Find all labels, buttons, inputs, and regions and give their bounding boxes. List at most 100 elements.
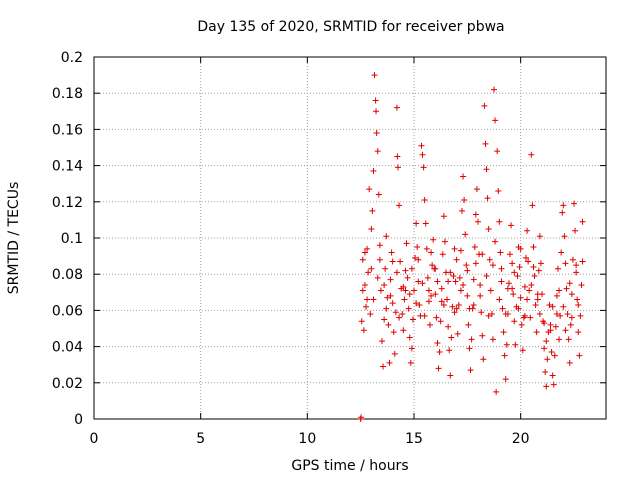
data-point [386, 359, 393, 366]
data-point [358, 414, 365, 421]
data-point [383, 305, 390, 312]
data-point [364, 296, 371, 303]
data-point [492, 117, 499, 124]
data-point [464, 292, 471, 299]
data-point [429, 262, 436, 269]
data-point [408, 345, 415, 352]
data-point [367, 311, 374, 318]
data-point [562, 327, 569, 334]
data-point [460, 282, 467, 289]
data-point [419, 280, 426, 287]
data-point [383, 233, 390, 240]
data-point [359, 256, 366, 263]
data-point [479, 332, 486, 339]
data-point [516, 263, 523, 270]
data-point [460, 173, 467, 180]
data-point [518, 321, 525, 328]
data-point [579, 218, 586, 225]
data-point [471, 244, 478, 251]
data-point [387, 276, 394, 283]
data-point [558, 249, 565, 256]
data-point [521, 312, 528, 319]
data-point [389, 258, 396, 265]
data-point [385, 321, 392, 328]
data-point [479, 251, 486, 258]
data-point [528, 282, 535, 289]
data-point [537, 260, 544, 267]
data-point [543, 383, 550, 390]
data-point [425, 287, 432, 294]
data-point [519, 347, 526, 354]
data-point [498, 278, 505, 285]
data-point [536, 311, 543, 318]
data-point [568, 291, 575, 298]
data-point [547, 327, 554, 334]
data-point [396, 314, 403, 321]
data-point [377, 287, 384, 294]
data-point [374, 274, 381, 281]
data-point [375, 191, 382, 198]
data-point [566, 359, 573, 366]
data-point [559, 209, 566, 216]
data-point [439, 251, 446, 258]
data-point [451, 245, 458, 252]
data-point [508, 222, 515, 229]
data-point [543, 338, 550, 345]
data-point [415, 278, 422, 285]
data-point [413, 220, 420, 227]
data-point [478, 309, 485, 316]
data-point [382, 265, 389, 272]
data-point [511, 269, 518, 276]
data-point [524, 296, 531, 303]
data-point [358, 318, 365, 325]
data-points [357, 72, 586, 422]
data-point [501, 352, 508, 359]
data-point [463, 262, 470, 269]
data-point [512, 341, 519, 348]
data-point [565, 336, 572, 343]
data-point [455, 301, 462, 308]
data-point [483, 166, 490, 173]
data-point [408, 265, 415, 272]
data-point [502, 376, 509, 383]
data-point [498, 265, 505, 272]
data-point [574, 296, 581, 303]
data-point [504, 285, 511, 292]
data-point [571, 200, 577, 207]
data-point [514, 273, 521, 280]
data-point [515, 305, 522, 312]
data-point [419, 151, 426, 158]
data-point [487, 287, 494, 294]
data-point [416, 301, 423, 308]
data-point [488, 311, 495, 318]
data-point [549, 303, 556, 310]
y-tick-label: 0.08 [52, 267, 83, 283]
data-point [523, 254, 529, 261]
x-tick-label: 15 [405, 431, 423, 447]
data-point [453, 305, 460, 312]
data-point [575, 301, 582, 308]
y-tick-label: 0.2 [61, 50, 83, 66]
data-point [468, 336, 475, 343]
data-point [473, 186, 480, 193]
data-point [365, 269, 372, 276]
data-point [491, 86, 497, 93]
data-point [405, 305, 412, 312]
data-point [576, 352, 583, 359]
data-point [477, 282, 484, 289]
data-point [561, 233, 568, 240]
data-point [422, 220, 429, 227]
y-tick-label: 0.1 [61, 231, 83, 247]
data-point [414, 244, 421, 251]
data-point [507, 251, 513, 258]
data-point [434, 278, 441, 285]
data-point [409, 316, 416, 323]
data-point [534, 291, 541, 298]
data-point [551, 352, 558, 359]
data-point [484, 195, 491, 202]
data-point [441, 238, 448, 245]
data-point [536, 233, 543, 240]
data-point [447, 269, 454, 276]
data-point [368, 265, 375, 272]
